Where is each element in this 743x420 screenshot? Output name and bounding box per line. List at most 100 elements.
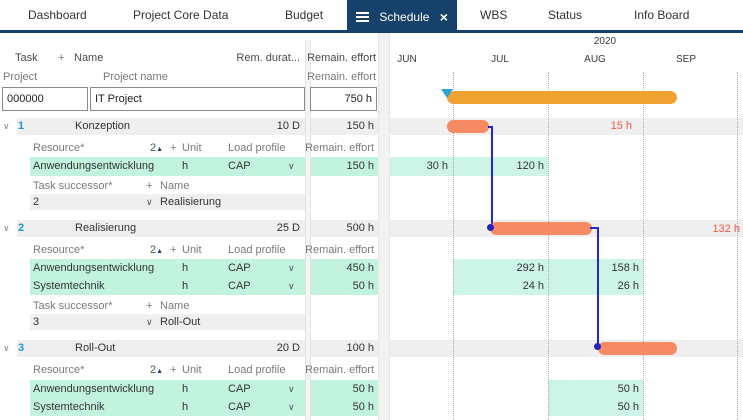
resource-effort-cell[interactable]: 150 h <box>346 160 374 172</box>
add-resource-button[interactable]: + <box>170 142 177 154</box>
project-effort-field[interactable] <box>310 87 377 111</box>
task-number: 1 <box>18 120 25 132</box>
resource-effort-cell[interactable]: 450 h <box>346 262 374 274</box>
tab-status[interactable]: Status <box>548 8 583 22</box>
task-effort-cell[interactable]: 500 h <box>346 222 374 234</box>
resource-unit-cell[interactable]: h <box>182 280 189 292</box>
column-separator <box>305 40 311 420</box>
sort-ascending-icon: ▲ <box>156 248 164 255</box>
unit-header: Unit <box>182 244 202 256</box>
task2-remaining-flag: 132 h <box>712 223 740 235</box>
chevron-down-icon[interactable]: ∨ <box>3 343 10 353</box>
resource-header: Resource* <box>33 244 85 256</box>
resource-effort-cell[interactable]: 50 h <box>352 280 374 292</box>
tab-info-board[interactable]: Info Board <box>634 8 690 22</box>
load-profile-header: Load profile <box>228 364 286 376</box>
resource-name-cell[interactable]: Systemtechnik <box>33 280 105 292</box>
tab-schedule[interactable]: Schedule × <box>347 0 457 33</box>
dropdown-icon[interactable]: ∨ <box>288 384 295 394</box>
successor-row-band <box>30 314 305 330</box>
project-start-milestone-icon[interactable] <box>441 89 453 98</box>
successor-name-cell[interactable]: Roll-Out <box>160 316 201 328</box>
col-header-task: Task <box>15 52 38 64</box>
gantt-effort-value: 50 h <box>617 383 639 395</box>
successor-number-cell[interactable]: 2 <box>33 196 40 208</box>
unit-header: Unit <box>182 142 202 154</box>
sort-indicator[interactable]: 2▲ <box>150 364 164 376</box>
dropdown-icon[interactable]: ∨ <box>146 197 153 207</box>
successor-name-cell[interactable]: Realisierung <box>160 196 222 208</box>
gantt-effort-band <box>390 157 548 176</box>
table-gantt-splitter[interactable] <box>378 33 390 420</box>
resource-name-cell[interactable]: Anwendungsentwicklung <box>33 160 155 172</box>
dropdown-icon[interactable]: ∨ <box>288 281 295 291</box>
dropdown-icon[interactable]: ∨ <box>288 161 295 171</box>
resource-effort-cell[interactable]: 50 h <box>352 383 374 395</box>
resource-unit-cell[interactable]: h <box>182 401 189 413</box>
load-profile-cell[interactable]: CAP <box>228 383 251 395</box>
task-row-band-gantt <box>390 340 743 357</box>
resource-row-band <box>30 380 378 398</box>
close-icon[interactable]: × <box>439 8 448 25</box>
menu-icon[interactable] <box>356 11 369 22</box>
task-effort-cell[interactable]: 100 h <box>346 342 374 354</box>
chevron-down-icon[interactable]: ∨ <box>3 223 10 233</box>
project-id-field[interactable] <box>2 87 88 111</box>
load-profile-cell[interactable]: CAP <box>228 262 251 274</box>
add-successor-button[interactable]: + <box>146 300 153 312</box>
gantt-year-label: 2020 <box>593 36 617 47</box>
remain-effort-header: Remain. effort <box>305 364 374 376</box>
load-profile-header: Load profile <box>228 244 286 256</box>
task1-gantt-bar[interactable] <box>447 120 489 133</box>
resource-unit-cell[interactable]: h <box>182 383 189 395</box>
load-profile-cell[interactable]: CAP <box>228 280 251 292</box>
dropdown-icon[interactable]: ∨ <box>288 263 295 273</box>
successor-header: Task successor* <box>33 180 113 192</box>
chevron-down-icon[interactable]: ∨ <box>3 121 10 131</box>
tab-budget[interactable]: Budget <box>285 8 324 22</box>
successor-number-cell[interactable]: 3 <box>33 316 40 328</box>
dropdown-icon[interactable]: ∨ <box>146 317 153 327</box>
resource-unit-cell[interactable]: h <box>182 160 189 172</box>
gantt-effort-band <box>548 398 643 416</box>
gantt-month-jul: JUL <box>491 54 509 65</box>
tab-dashboard[interactable]: Dashboard <box>28 8 87 22</box>
task-name-cell[interactable]: Roll-Out <box>75 342 116 354</box>
resource-unit-cell[interactable]: h <box>182 262 189 274</box>
task-row-band-gantt <box>390 118 743 135</box>
sort-indicator[interactable]: 2▲ <box>150 244 164 256</box>
add-successor-button[interactable]: + <box>146 180 153 192</box>
add-task-button[interactable]: + <box>58 52 65 64</box>
add-resource-button[interactable]: + <box>170 244 177 256</box>
task-effort-cell[interactable]: 150 h <box>346 120 374 132</box>
tab-wbs[interactable]: WBS <box>480 8 508 22</box>
task-duration-cell[interactable]: 10 D <box>276 120 300 132</box>
task-name-cell[interactable]: Konzeption <box>75 120 131 132</box>
tab-project-core-data[interactable]: Project Core Data <box>133 8 229 22</box>
resource-name-cell[interactable]: Anwendungsentwicklung <box>33 262 155 274</box>
resource-row-band <box>30 277 378 295</box>
load-profile-cell[interactable]: CAP <box>228 401 251 413</box>
resource-name-cell[interactable]: Anwendungsentwicklung <box>33 383 155 395</box>
subheader-project: Project <box>3 71 38 83</box>
gantt-effort-value: 158 h <box>611 262 639 274</box>
dropdown-icon[interactable]: ∨ <box>288 402 295 412</box>
resource-name-cell[interactable]: Systemtechnik <box>33 401 105 413</box>
col-header-remain-effort: Remain. effort <box>307 52 376 64</box>
task-name-cell[interactable]: Realisierung <box>75 222 137 234</box>
gantt-effort-band <box>548 380 643 398</box>
task-duration-cell[interactable]: 20 D <box>276 342 300 354</box>
project-gantt-bar[interactable] <box>447 91 677 104</box>
load-profile-cell[interactable]: CAP <box>228 160 251 172</box>
resource-row-band <box>30 259 378 277</box>
sort-indicator[interactable]: 2▲ <box>150 142 164 154</box>
resource-effort-cell[interactable]: 50 h <box>352 401 374 413</box>
project-name-field[interactable] <box>90 87 305 111</box>
add-resource-button[interactable]: + <box>170 364 177 376</box>
task-number: 3 <box>18 342 25 354</box>
task-duration-cell[interactable]: 25 D <box>276 222 300 234</box>
task2-gantt-bar[interactable] <box>490 222 592 235</box>
successor-row-band <box>30 194 305 210</box>
task3-gantt-bar[interactable] <box>598 342 677 355</box>
gantt-month-aug: AUG <box>584 54 606 65</box>
